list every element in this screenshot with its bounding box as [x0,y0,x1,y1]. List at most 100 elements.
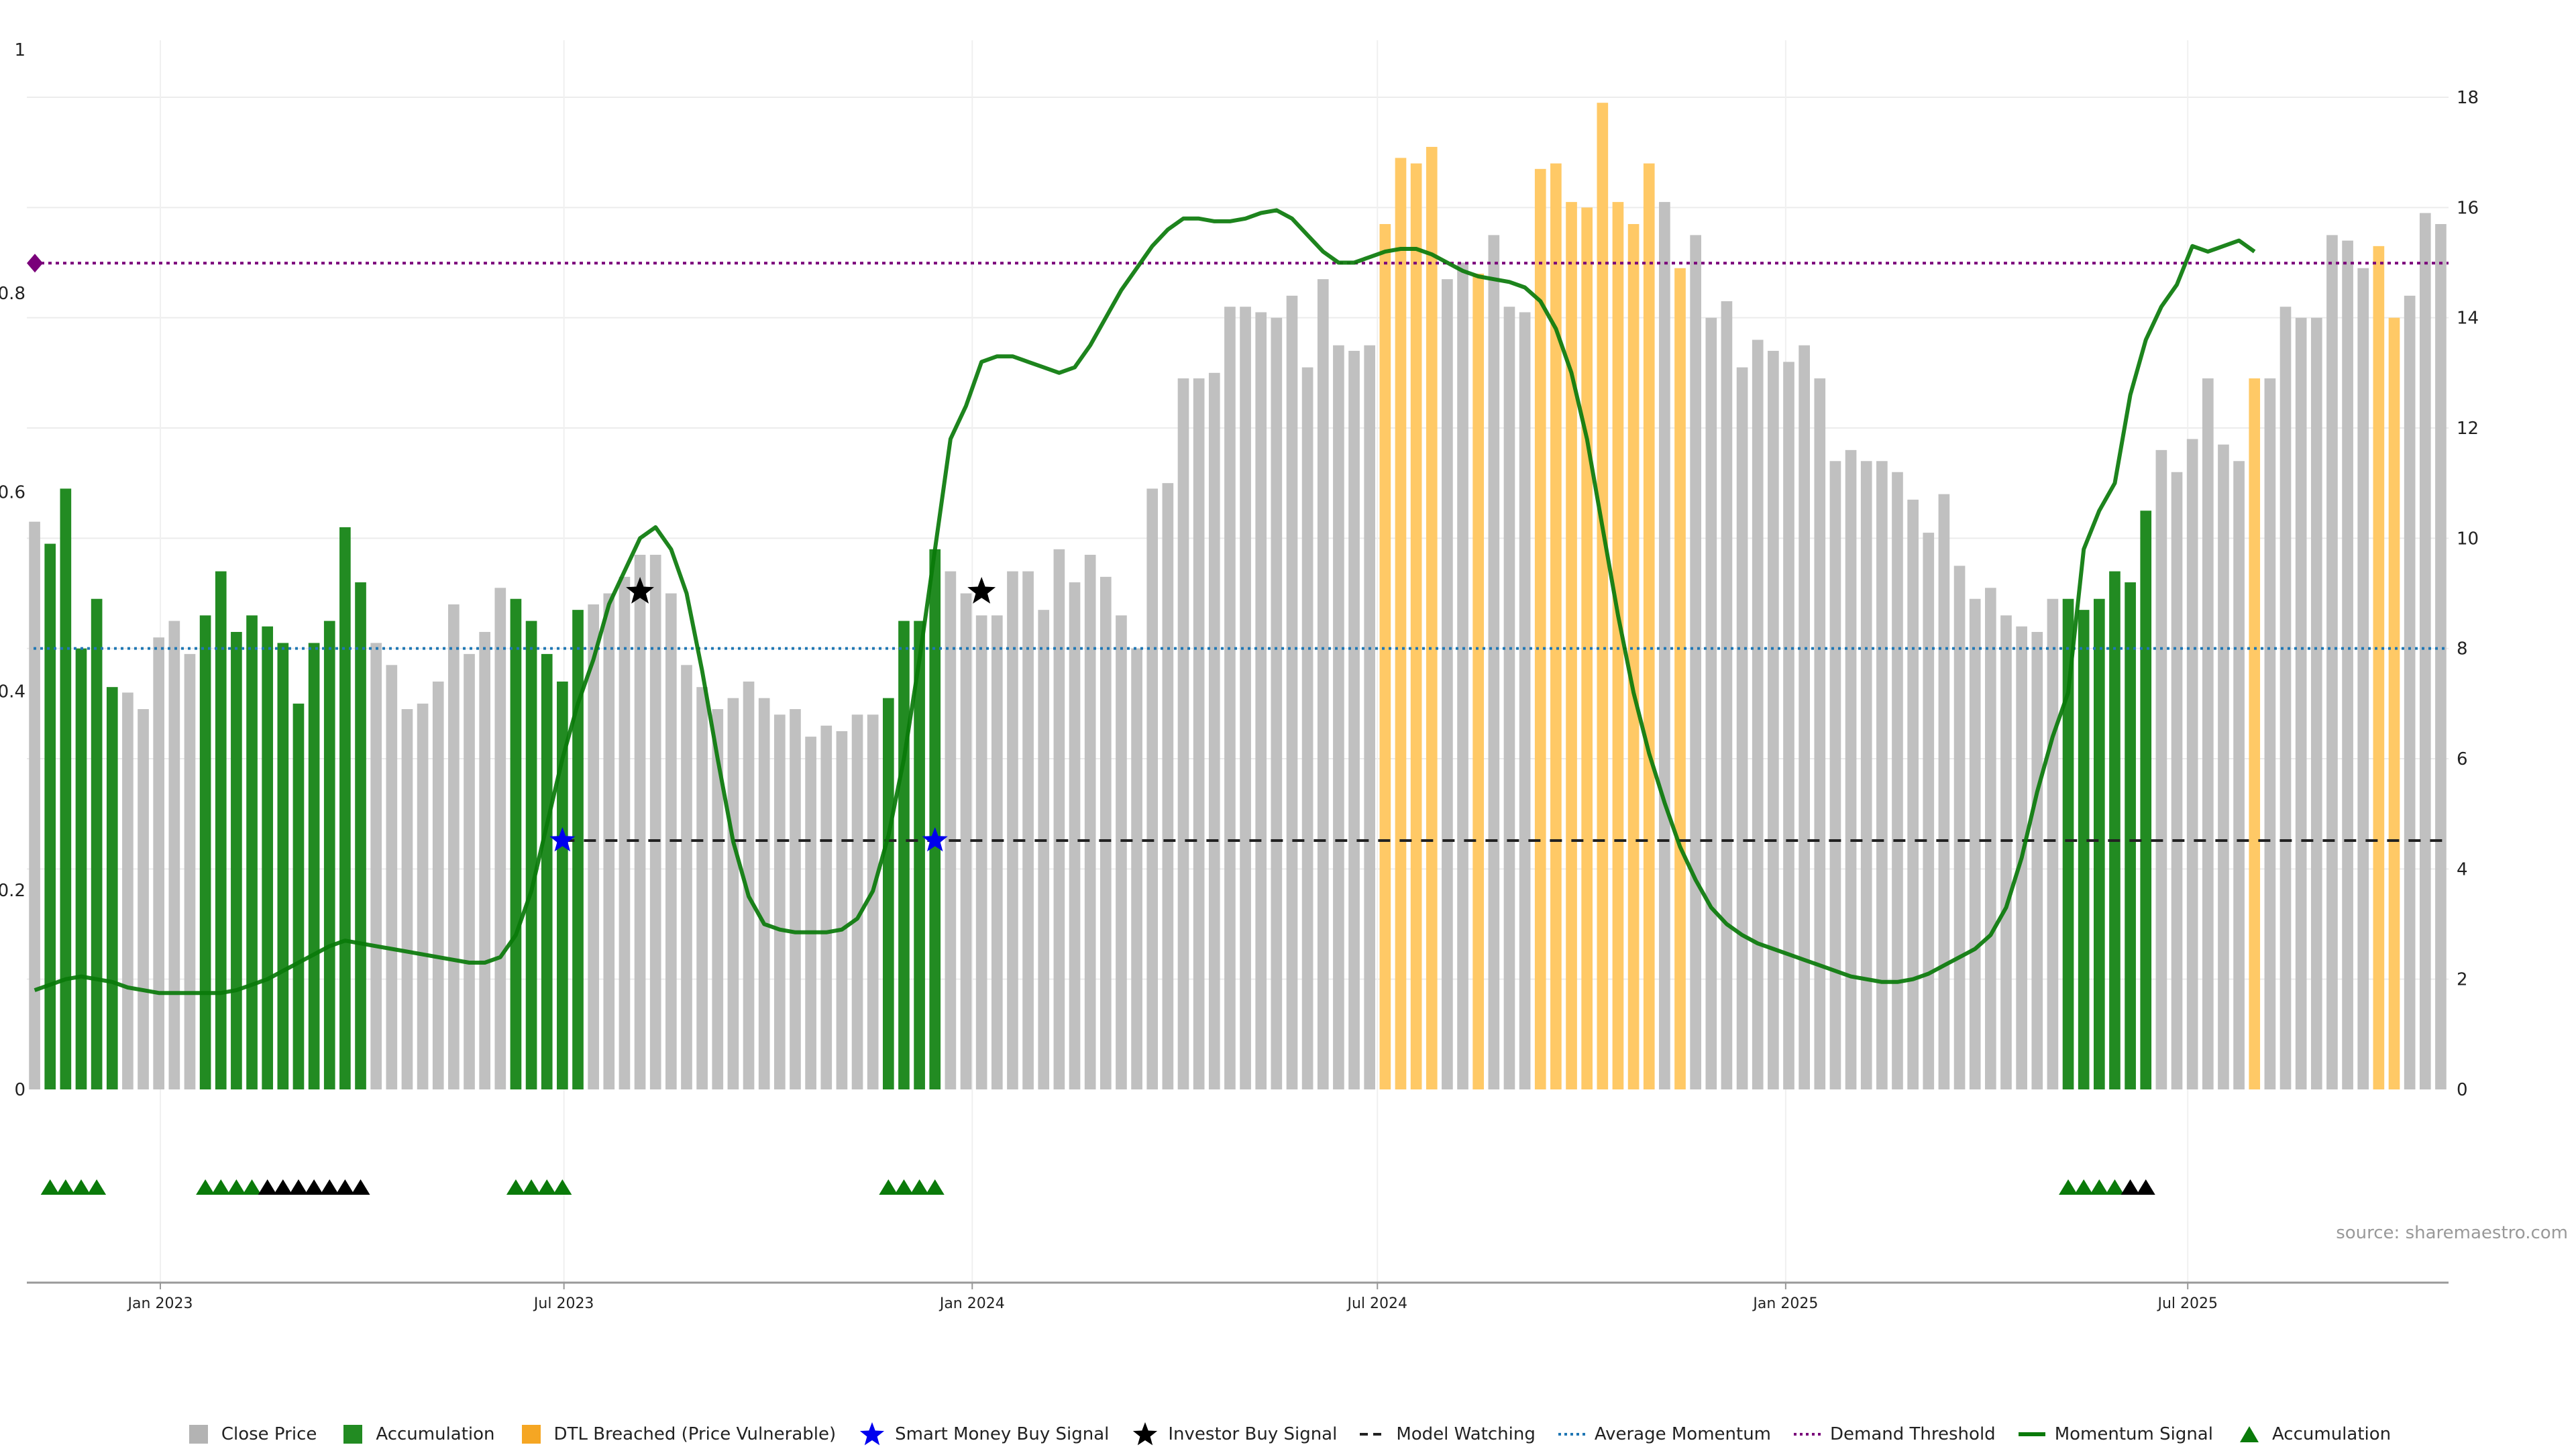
accumulation-triangle [2090,1179,2109,1195]
dtl-breached-bar [1534,168,1546,1090]
legend-item: Investor Buy Signal [1132,1421,1337,1448]
legend-label: Smart Money Buy Signal [895,1424,1110,1444]
accumulation-bar [929,549,941,1089]
close-price-bar [1985,588,1996,1089]
dtl-breached-bar [1566,202,1577,1089]
close-price-bar [2155,449,2167,1089]
close-price-bar [1162,483,1174,1089]
close-price-bar [1969,598,1981,1089]
legend-item: Smart Money Buy Signal [859,1421,1109,1448]
close-price-bar [945,571,957,1089]
close-price-bar [138,709,149,1089]
legend-square-icon [189,1425,208,1444]
right-axis-label: 12 [2457,419,2479,439]
accumulation-triangle-dark [2121,1179,2140,1195]
close-price-bar [1752,339,1764,1089]
close-price-bar [1069,582,1081,1089]
close-price-bar [1829,461,1841,1089]
close-price-bar [1860,461,1872,1089]
close-price-bar [1099,576,1112,1089]
close-price-bar [975,615,987,1089]
legend-triangle-icon [2239,1426,2259,1442]
accumulation-triangle [87,1179,107,1195]
close-price-bar [1519,312,1531,1090]
legend-item: DTL Breached (Price Vulnerable) [518,1421,836,1448]
close-price-bar [29,521,40,1089]
close-price-bar [448,604,460,1089]
close-price-bar [1317,279,1329,1089]
legend-star-icon [1133,1422,1158,1446]
legend-label: Model Watching [1396,1424,1536,1444]
dtl-breached-bar [2249,378,2261,1089]
momentum-signal-line [34,208,2256,996]
dtl-breached-bar [2388,317,2400,1090]
left-axis-label: 1 [14,40,25,60]
close-price-bar [681,665,692,1089]
accumulation-bar [541,653,553,1089]
close-price-bar [2202,378,2214,1089]
left-axis-label: 0.6 [0,483,25,503]
close-price-bar [1301,367,1313,1089]
close-price-bar [479,632,490,1089]
dtl-breached-bar [1410,163,1422,1090]
accumulation-bar [2140,511,2152,1089]
close-price-bar [1690,235,1701,1090]
accumulation-triangle-dark [305,1179,324,1195]
accumulation-bar [277,643,289,1089]
close-price-bar [588,604,599,1089]
close-price-bar [2047,598,2059,1089]
close-price-bar [1845,449,1857,1089]
close-price-bar [370,643,382,1089]
legend-star-icon [860,1422,885,1446]
accumulation-bar [882,698,894,1089]
accumulation-triangle [227,1179,246,1195]
close-price-bar [464,653,475,1089]
accumulation-bar [2109,571,2121,1089]
accumulation-bar [898,621,910,1089]
accumulation-triangle [553,1179,572,1195]
legend-item: Accumulation [339,1421,495,1448]
close-price-bar [1208,372,1220,1090]
dtl-breached-bar [1674,268,1686,1089]
legend-dot-icon [1794,1433,1821,1436]
legend: Close Price Accumulation DTL Breached (Pri… [0,1421,2576,1448]
close-price-bar [851,714,863,1089]
accumulation-bar [246,615,258,1089]
right-axis-label: 2 [2457,970,2468,990]
close-price-bar [820,725,833,1089]
close-price-bar [1364,345,1376,1089]
close-price-bar [1053,549,1065,1089]
close-price-bar [2295,317,2307,1090]
accumulation-triangle [196,1179,215,1195]
close-price-bar [991,615,1003,1089]
dtl-breached-bar [1472,273,1485,1089]
legend-dot-icon [1558,1433,1585,1436]
accumulation-bar [44,543,56,1089]
close-price-bar [1938,494,1950,1089]
x-tick-label: Jul 2025 [2156,1295,2218,1312]
accumulation-triangle-dark [335,1179,355,1195]
dtl-breached-bar [2373,246,2385,1090]
legend-item: Demand Threshold [1794,1421,1996,1448]
close-price-bar [1442,279,1453,1089]
accumulation-bar [231,632,242,1089]
right-axis-label: 18 [2457,88,2479,108]
x-tick-label: Jan 2025 [1752,1295,1818,1312]
close-price-bar [184,653,196,1089]
legend-label: Demand Threshold [1830,1424,1996,1444]
accumulation-bar [75,648,87,1089]
accumulation-triangle [2059,1179,2078,1195]
close-price-bar [417,703,429,1089]
left-axis-label: 0.2 [0,881,25,901]
bar-series [29,103,2447,1090]
legend-square-icon [343,1425,363,1444]
accumulation-bar [91,598,103,1089]
dtl-breached-bar [1612,202,1624,1089]
accumulation-triangle [879,1179,898,1195]
close-price-bar [1286,295,1298,1089]
left-axis-label: 0.8 [0,284,25,304]
accumulation-triangle [2074,1179,2094,1195]
accumulation-triangle [2105,1179,2125,1195]
accumulation-bar [308,643,320,1089]
